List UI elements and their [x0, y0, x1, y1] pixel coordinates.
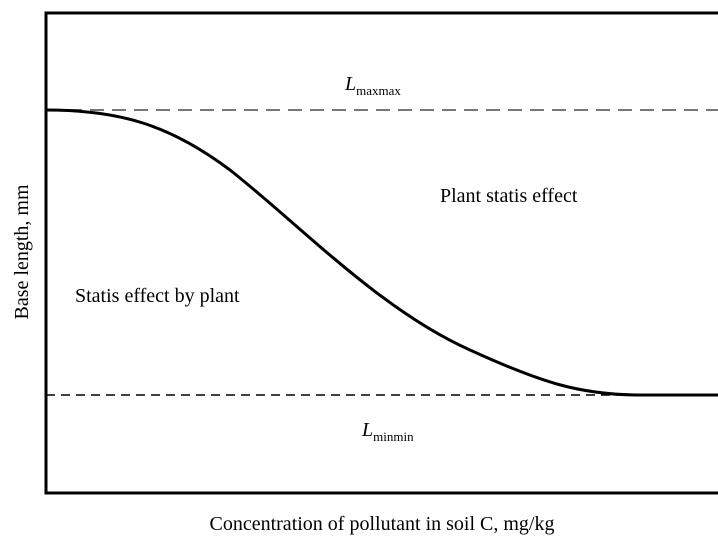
- lower-limit-symbol: L: [361, 419, 373, 441]
- upper-limit-subscript: maxmax: [356, 83, 401, 98]
- x-axis-label: Concentration of pollutant in soil C, mg…: [210, 513, 555, 535]
- region-lower-label: Statis effect by plant: [75, 285, 240, 307]
- upper-limit-symbol: L: [344, 73, 356, 95]
- upper-limit-label: Lmaxmax: [344, 73, 401, 98]
- y-axis-label: Base length, mm: [11, 184, 33, 319]
- lower-limit-subscript: minmin: [373, 429, 414, 444]
- lower-limit-label: Lminmin: [361, 419, 414, 444]
- frame: [44, 11, 718, 495]
- response-curve: [45, 108, 718, 397]
- region-upper-label: Plant statis effect: [440, 185, 578, 207]
